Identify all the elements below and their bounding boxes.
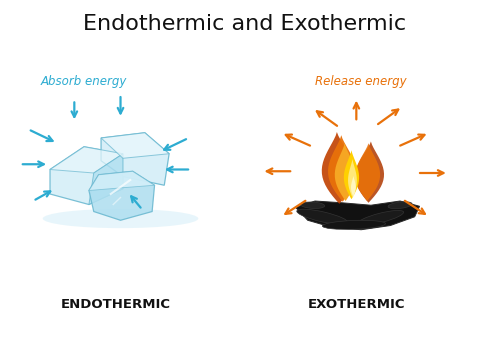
Ellipse shape [322, 220, 385, 229]
Polygon shape [321, 132, 354, 204]
Polygon shape [354, 142, 383, 203]
Polygon shape [327, 135, 355, 202]
Polygon shape [89, 171, 154, 191]
Polygon shape [89, 171, 154, 220]
Polygon shape [343, 150, 358, 199]
Text: EXOTHERMIC: EXOTHERMIC [307, 298, 404, 311]
Ellipse shape [300, 202, 324, 209]
Text: Absorb energy: Absorb energy [41, 75, 127, 88]
Polygon shape [50, 147, 122, 204]
Polygon shape [50, 147, 122, 173]
Polygon shape [334, 143, 355, 201]
Ellipse shape [387, 202, 411, 209]
Polygon shape [354, 143, 379, 201]
Polygon shape [295, 201, 419, 230]
Polygon shape [347, 159, 356, 198]
Ellipse shape [357, 210, 403, 225]
Polygon shape [101, 133, 169, 185]
Ellipse shape [296, 209, 347, 225]
Ellipse shape [42, 209, 198, 228]
Polygon shape [89, 154, 122, 204]
Text: ENDOTHERMIC: ENDOTHERMIC [61, 298, 170, 311]
Text: Release energy: Release energy [315, 75, 406, 88]
Text: Endothermic and Exothermic: Endothermic and Exothermic [83, 14, 405, 34]
Polygon shape [101, 133, 169, 158]
Polygon shape [350, 176, 355, 197]
